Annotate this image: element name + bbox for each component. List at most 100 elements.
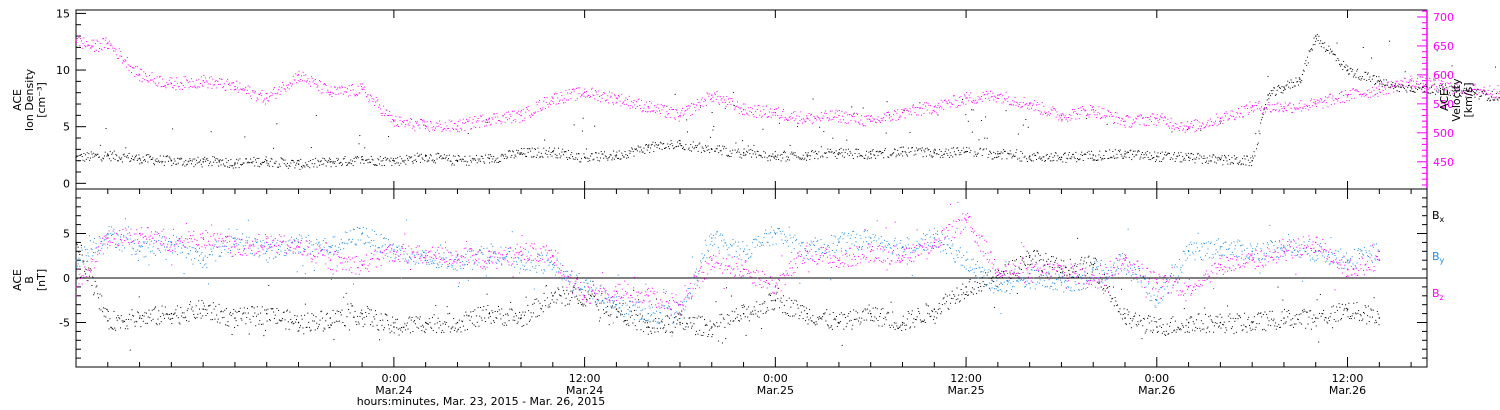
data-dot [1062,161,1064,163]
data-dot [1046,153,1048,155]
data-dot [1370,96,1372,98]
data-dot [631,147,633,149]
data-dot [491,117,493,119]
data-dot [1338,97,1340,99]
data-dot [891,154,893,156]
data-dot [364,147,366,149]
data-dot [163,86,165,88]
data-dot [748,114,750,116]
data-dot [239,82,241,84]
data-point [1394,86,1396,88]
data-dot [884,120,886,122]
data-point [138,74,141,76]
data-point [615,154,618,156]
data-dot [1111,157,1113,159]
data-dot [1147,117,1149,119]
data-dot [838,110,840,112]
data-dot [1263,107,1265,109]
data-dot [464,155,466,157]
data-dot [1257,102,1259,104]
data-dot [856,113,858,115]
data-dot [632,151,634,153]
data-dot [256,157,258,159]
data-dot [1453,95,1455,97]
data-dot [258,93,260,95]
data-dot [1080,107,1082,109]
data-dot [168,79,170,81]
data-dot [448,158,450,160]
data-point [1251,106,1253,108]
data-dot [1464,89,1466,91]
data-dot [948,99,950,101]
data-dot [1276,89,1278,91]
data-dot [278,86,280,88]
data-dot [218,83,220,85]
data-dot [90,47,92,49]
data-dot [745,154,747,156]
data-dot [137,158,139,160]
data-dot [199,161,201,163]
data-dot [742,103,744,105]
data-dot [1098,154,1100,156]
data-dot [1297,81,1299,83]
data-dot [1035,104,1037,106]
data-dot [599,101,601,103]
data-dot [350,89,352,91]
data-dot [812,98,814,100]
data-dot [1309,50,1311,52]
data-dot [1368,78,1370,80]
data-dot [799,158,801,160]
data-dot [928,104,930,106]
data-dot [796,156,798,158]
data-dot [285,90,287,92]
data-dot [345,91,347,93]
data-dot [1101,107,1103,109]
data-dot [1325,50,1327,52]
data-dot [421,157,423,159]
data-dot [714,92,716,94]
data-dot [1091,157,1093,159]
data-dot [558,100,560,102]
data-dot [115,48,117,50]
data-dot [1382,90,1384,92]
data-dot [1298,77,1300,79]
data-dot [382,112,384,114]
data-dot [948,149,950,151]
data-dot [973,155,975,157]
data-dot [1075,151,1077,153]
data-dot [539,108,541,110]
data-dot [420,118,422,120]
data-dot [971,109,973,111]
data-dot [127,64,129,66]
data-dot [723,148,725,150]
data-dot [714,150,716,152]
data-dot [353,93,355,95]
data-dot [153,163,155,165]
data-dot [833,116,835,118]
data-dot [216,162,218,164]
data-dot [599,160,601,162]
data-dot [474,158,476,160]
data-dot [786,156,788,158]
data-dot [889,120,891,122]
data-dot [153,81,155,83]
data-dot [1186,155,1188,157]
data-dot [1281,108,1283,110]
data-dot [173,85,175,87]
data-dot [1231,116,1233,118]
data-dot [1023,156,1025,158]
data-dot [815,119,817,121]
data-dot [93,152,95,154]
data-dot [787,119,789,121]
data-dot [1265,104,1267,106]
data-dot [194,85,196,87]
data-dot [563,151,565,153]
data-dot [269,160,271,162]
data-dot [1455,91,1457,93]
data-dot [1104,157,1106,159]
data-dot [642,110,644,112]
data-dot [579,87,581,89]
data-dot [683,148,685,150]
data-dot [1187,129,1189,131]
data-dot [1352,88,1354,90]
